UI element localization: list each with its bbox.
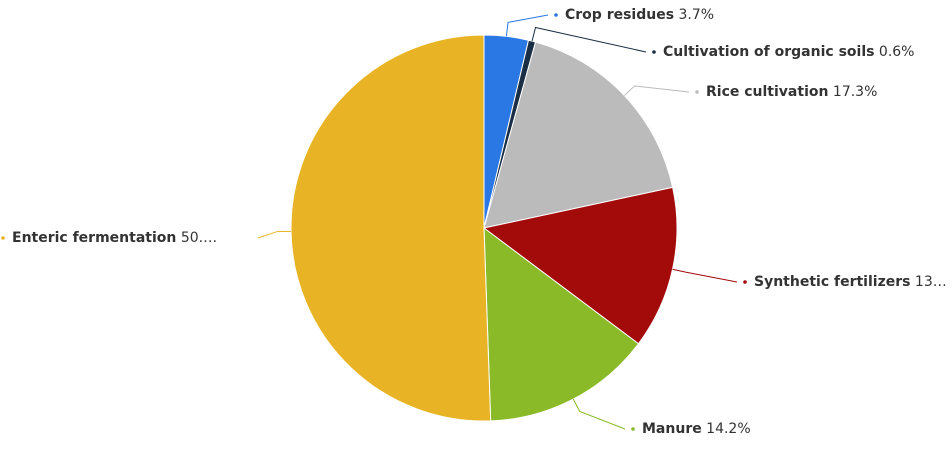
category-name: Rice cultivation <box>706 84 828 100</box>
data-label: Rice cultivation 17.3% <box>706 84 877 100</box>
value-label: 13… <box>915 274 947 290</box>
data-label: Enteric fermentation 50.… <box>12 230 217 246</box>
value-label: 14.2% <box>706 421 750 437</box>
value-label: 0.6% <box>879 44 915 60</box>
data-label: Manure 14.2% <box>642 421 751 437</box>
value-label: 17.3% <box>833 84 877 100</box>
value-label: 50.… <box>181 230 217 246</box>
connector <box>531 26 647 53</box>
pie-slice <box>483 41 674 229</box>
data-label: Cultivation of organic soils 0.6% <box>663 44 914 60</box>
legend-dot <box>554 13 558 17</box>
category-name: Manure <box>642 421 702 437</box>
connector <box>624 85 690 96</box>
connector <box>505 14 549 37</box>
value-label: 3.7% <box>679 7 715 23</box>
legend-dot <box>1 236 5 240</box>
category-name: Synthetic fertilizers <box>754 274 910 290</box>
connector <box>672 268 738 283</box>
pie-slice <box>290 34 492 422</box>
data-label: Synthetic fertilizers 13… <box>754 274 947 290</box>
category-name: Enteric fermentation <box>12 230 176 246</box>
pie-slice <box>483 226 640 422</box>
data-label: Crop residues 3.7% <box>565 7 714 23</box>
pie-slice <box>482 186 678 345</box>
connector <box>572 398 626 430</box>
connector <box>257 230 292 239</box>
legend-dot <box>743 280 747 284</box>
legend-dot <box>631 427 635 431</box>
legend-dot <box>695 90 699 94</box>
category-name: Crop residues <box>565 7 674 23</box>
legend-dot <box>652 50 656 54</box>
category-name: Cultivation of organic soils <box>663 44 874 60</box>
